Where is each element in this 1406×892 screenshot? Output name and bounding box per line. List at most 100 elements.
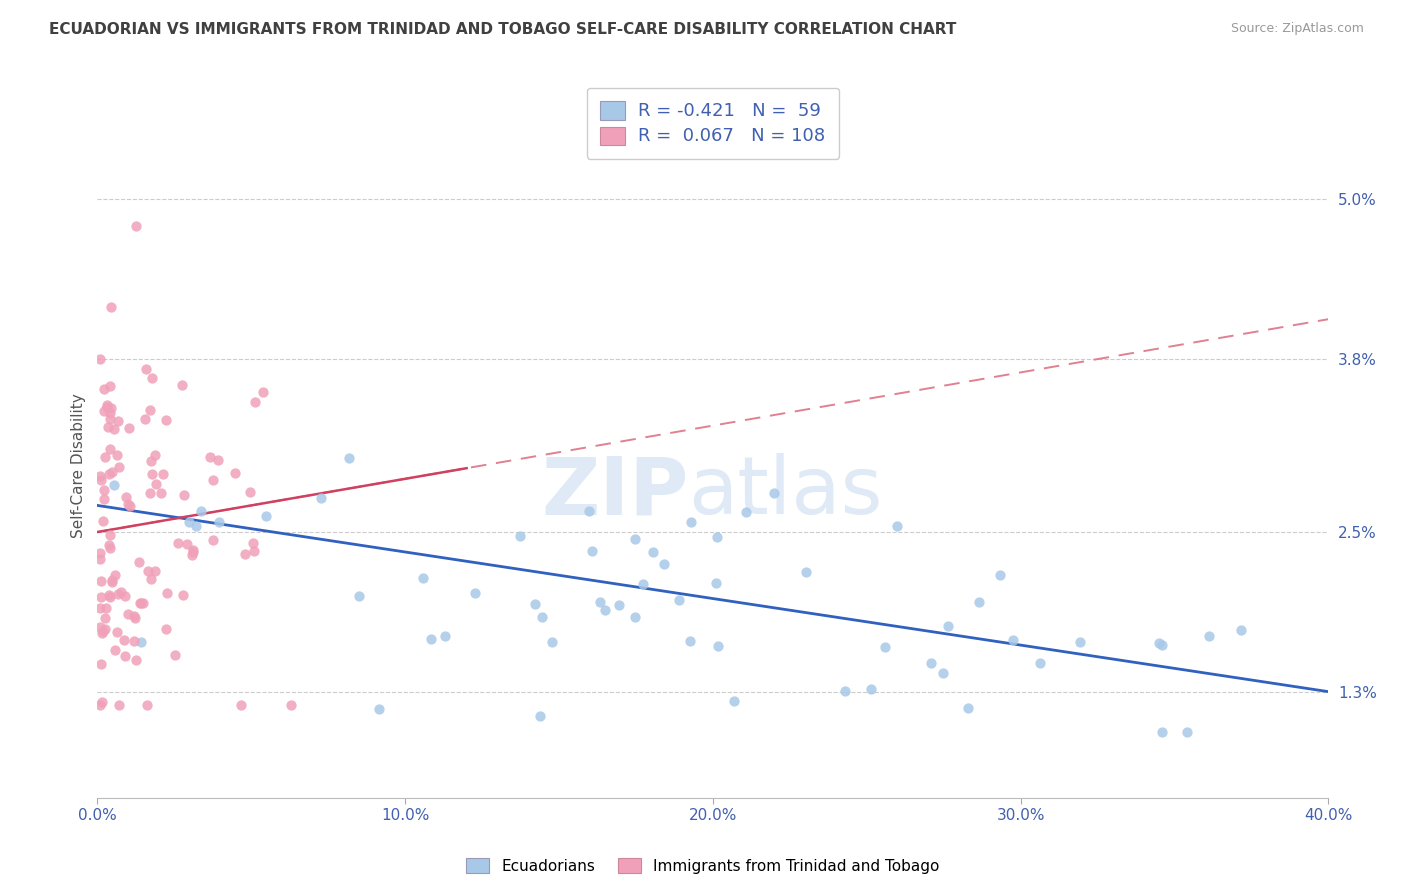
Point bbox=[176, 537, 198, 551]
Point bbox=[529, 708, 551, 723]
Point bbox=[143, 448, 166, 462]
Point bbox=[117, 497, 139, 511]
Point bbox=[181, 548, 204, 562]
Point bbox=[97, 419, 120, 434]
Point bbox=[181, 545, 204, 559]
Point bbox=[149, 485, 172, 500]
Point bbox=[139, 486, 162, 500]
Point bbox=[131, 635, 153, 649]
Point bbox=[101, 465, 124, 479]
Point bbox=[98, 538, 121, 552]
Point bbox=[242, 536, 264, 550]
Point bbox=[337, 450, 360, 465]
Point bbox=[172, 588, 194, 602]
Point bbox=[243, 395, 266, 409]
Point bbox=[128, 555, 150, 569]
Point bbox=[93, 450, 115, 465]
Point bbox=[184, 519, 207, 533]
Point bbox=[108, 698, 131, 712]
Point bbox=[114, 648, 136, 663]
Point bbox=[678, 633, 700, 648]
Point bbox=[224, 466, 246, 480]
Legend: Ecuadorians, Immigrants from Trinidad and Tobago: Ecuadorians, Immigrants from Trinidad an… bbox=[460, 852, 946, 880]
Text: Source: ZipAtlas.com: Source: ZipAtlas.com bbox=[1230, 22, 1364, 36]
Point bbox=[531, 610, 554, 624]
Point bbox=[97, 588, 120, 602]
Point bbox=[704, 575, 727, 590]
Point bbox=[166, 535, 188, 549]
Point bbox=[920, 656, 942, 670]
Point bbox=[243, 544, 266, 558]
Point bbox=[578, 504, 600, 518]
Point bbox=[623, 610, 645, 624]
Point bbox=[967, 595, 990, 609]
Point bbox=[420, 632, 443, 646]
Point bbox=[122, 609, 145, 624]
Point bbox=[105, 448, 128, 462]
Point bbox=[96, 400, 118, 414]
Point bbox=[100, 379, 122, 393]
Point bbox=[254, 508, 277, 523]
Point bbox=[1147, 636, 1170, 650]
Point bbox=[117, 607, 139, 622]
Point bbox=[607, 598, 630, 612]
Point bbox=[132, 596, 155, 610]
Point bbox=[734, 505, 756, 519]
Point bbox=[98, 467, 121, 481]
Text: ZIP: ZIP bbox=[541, 453, 688, 531]
Point bbox=[280, 698, 302, 712]
Point bbox=[155, 622, 177, 636]
Point bbox=[98, 411, 121, 425]
Point bbox=[464, 586, 486, 600]
Point bbox=[177, 515, 200, 529]
Point bbox=[681, 515, 703, 529]
Point bbox=[108, 459, 131, 474]
Point bbox=[581, 544, 603, 558]
Point bbox=[103, 478, 125, 492]
Point bbox=[89, 469, 111, 483]
Point bbox=[229, 698, 252, 712]
Point bbox=[624, 532, 647, 546]
Point bbox=[1152, 724, 1174, 739]
Point bbox=[101, 573, 124, 587]
Point bbox=[91, 695, 114, 709]
Point bbox=[89, 351, 111, 366]
Point bbox=[90, 473, 112, 487]
Point bbox=[163, 648, 186, 662]
Point bbox=[96, 398, 118, 412]
Point bbox=[207, 453, 229, 467]
Point bbox=[145, 476, 167, 491]
Point bbox=[593, 603, 616, 617]
Point bbox=[94, 611, 117, 625]
Point bbox=[367, 702, 389, 716]
Point bbox=[90, 591, 112, 605]
Point bbox=[202, 473, 225, 487]
Point bbox=[91, 624, 114, 639]
Point bbox=[98, 527, 121, 541]
Point bbox=[1230, 624, 1253, 638]
Point bbox=[988, 568, 1011, 582]
Point bbox=[1177, 724, 1199, 739]
Point bbox=[181, 543, 204, 558]
Point bbox=[89, 698, 111, 712]
Point bbox=[107, 587, 129, 601]
Point bbox=[141, 467, 163, 482]
Point bbox=[93, 492, 115, 507]
Point bbox=[104, 642, 127, 657]
Point bbox=[110, 584, 132, 599]
Point bbox=[1198, 629, 1220, 643]
Point bbox=[120, 500, 142, 514]
Point bbox=[155, 412, 177, 426]
Point bbox=[652, 557, 675, 571]
Point bbox=[93, 382, 115, 396]
Point bbox=[1029, 657, 1052, 671]
Point bbox=[794, 565, 817, 579]
Point bbox=[107, 414, 129, 428]
Point bbox=[134, 412, 156, 426]
Point bbox=[252, 385, 274, 400]
Point bbox=[707, 639, 730, 653]
Point bbox=[93, 483, 115, 498]
Point bbox=[89, 552, 111, 566]
Point bbox=[118, 421, 141, 435]
Point bbox=[233, 547, 256, 561]
